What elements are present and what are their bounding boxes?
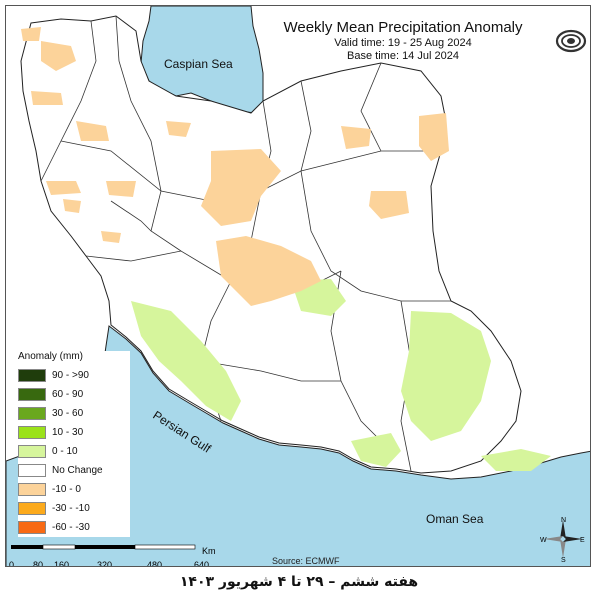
legend-row: 60 - 90 (18, 385, 130, 404)
legend-swatch (18, 521, 46, 534)
legend-row: -10 - 0 (18, 480, 130, 499)
map-frame: Weekly Mean Precipitation Anomaly Valid … (5, 5, 591, 567)
legend-row: 0 - 10 (18, 442, 130, 461)
compass-s: S (561, 557, 566, 562)
legend-swatch (18, 426, 46, 439)
legend-swatch (18, 502, 46, 515)
map-canvas (6, 6, 590, 566)
footer-caption: هفته ششم – ۲۹ تا ۴ شهریور ۱۴۰۳ (179, 574, 419, 590)
legend-title: Anomaly (mm) (18, 351, 84, 362)
legend-label: 30 - 60 (52, 408, 84, 419)
legend-row: 30 - 60 (18, 404, 130, 423)
oman-sea-label: Oman Sea (426, 512, 484, 526)
base-time: Base time: 14 Jul 2024 (347, 50, 459, 62)
scale-labels: 0 80 160 320 480 640 (6, 560, 236, 567)
organization-logo-icon (555, 29, 587, 53)
legend-swatch (18, 369, 46, 382)
legend-label: -10 - 0 (52, 484, 81, 495)
map-title: Weekly Mean Precipitation Anomaly (283, 19, 523, 36)
title-block: Weekly Mean Precipitation Anomaly Valid … (268, 18, 538, 63)
legend-label: -30 - -10 (52, 503, 90, 514)
legend-row: 90 - >90 (18, 366, 130, 385)
scale-bar (11, 544, 196, 550)
valid-time: Valid time: 19 - 25 Aug 2024 (334, 37, 472, 49)
legend-rows: 90 - >90 60 - 90 30 - 60 10 - 30 0 - 10 No Ch… (18, 366, 130, 537)
legend-row: 10 - 30 (18, 423, 130, 442)
scale-tick: 80 (33, 560, 44, 567)
legend-label: No Change (52, 465, 103, 476)
legend-row: No Change (18, 461, 130, 480)
legend-row: -60 - -30 (18, 518, 130, 537)
legend-label: -60 - -30 (52, 522, 90, 533)
scale-tick: 480 (147, 560, 163, 567)
scale-tick: 0 (9, 560, 15, 567)
legend-row: -30 - -10 (18, 499, 130, 518)
caspian-sea-label: Caspian Sea (164, 57, 233, 71)
scale-tick: 160 (54, 560, 70, 567)
legend-label: 0 - 10 (52, 446, 78, 457)
compass-rose-icon: N S W E (540, 517, 585, 562)
legend-swatch (18, 407, 46, 420)
scale-tick: 320 (97, 560, 113, 567)
compass-e: E (580, 537, 585, 544)
legend-label: 60 - 90 (52, 389, 84, 400)
legend-swatch (18, 483, 46, 496)
scale-unit: Km (202, 546, 216, 556)
compass-n: N (561, 517, 566, 524)
source-credit: Source: ECMWF (272, 556, 340, 566)
legend-swatch (18, 445, 46, 458)
compass-w: W (540, 537, 547, 544)
persian-gulf (6, 325, 590, 566)
scale-tick: 640 (194, 560, 210, 567)
legend-swatch (18, 388, 46, 401)
legend-label: 90 - >90 (52, 370, 89, 381)
legend-swatch (18, 464, 46, 477)
legend-label: 10 - 30 (52, 427, 84, 438)
anomaly-0-10 (131, 279, 551, 471)
anomaly-neg10-0 (21, 27, 449, 306)
legend: Anomaly (mm) 90 - >90 60 - 90 30 - 60 10 - … (18, 351, 130, 537)
